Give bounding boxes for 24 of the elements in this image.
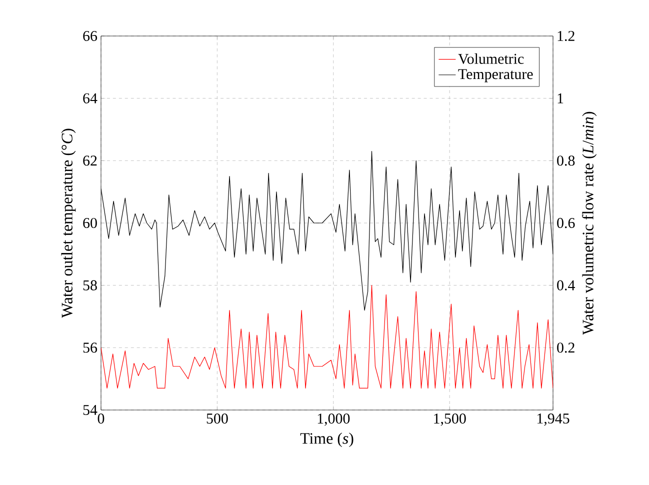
y2-tick-label: 1 <box>558 93 564 104</box>
x-axis-title: Time (s) <box>300 432 354 448</box>
y-tick-label: 62 <box>83 156 97 166</box>
x-tick-label: 500 <box>206 414 228 424</box>
y-tick-label: 64 <box>83 93 98 104</box>
y2-axis-title: Water volumetric flow rate (L/min) <box>582 112 597 335</box>
legend-label: Volumetric <box>458 53 524 64</box>
y2-tick-label: 0.8 <box>557 156 575 166</box>
y-tick-label: 56 <box>83 342 98 353</box>
y2-tick-label: 1.2 <box>558 30 574 42</box>
x-tick-label: 1,000 <box>318 414 350 426</box>
x-tick-label: 0 <box>98 414 104 424</box>
y-tick-label: 58 <box>83 280 97 290</box>
y2-tick-label: 0.4 <box>557 280 575 290</box>
y-tick-label: 60 <box>83 218 97 228</box>
x-tick-label: 1,945 <box>538 414 570 426</box>
y2-tick-label: 0.6 <box>557 218 575 228</box>
x-tick-label: 1,500 <box>434 414 466 426</box>
y-tick-label: 66 <box>83 30 98 42</box>
line-series <box>101 285 554 388</box>
legend-label: Temperature <box>458 69 533 82</box>
y-axis-title: Water outlet temperature (°C) <box>61 128 76 318</box>
y-tick-label: 54 <box>83 405 98 415</box>
y2-tick-label: 0.2 <box>557 342 574 353</box>
